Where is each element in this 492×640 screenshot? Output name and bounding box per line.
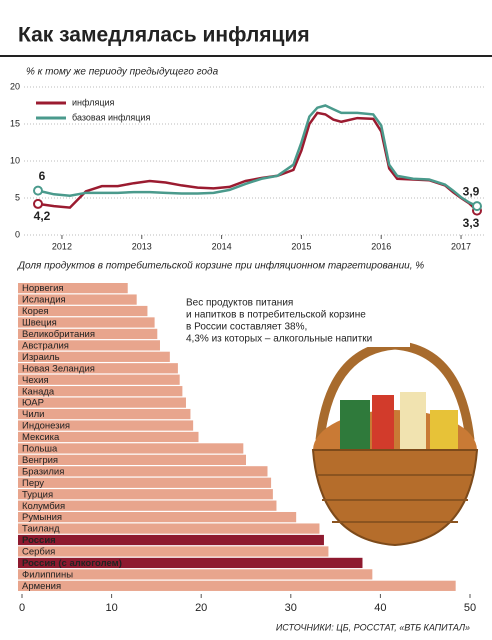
y-tick-label: 10 — [10, 155, 20, 165]
category-label: Армения — [22, 581, 61, 592]
x-tick-label: 2015 — [291, 241, 311, 251]
x-tick-label: 0 — [19, 602, 25, 614]
category-label: Израиль — [22, 352, 60, 363]
x-tick-label: 2014 — [212, 241, 232, 251]
note-box — [178, 292, 410, 347]
bar — [18, 512, 297, 523]
y-axis-label: % к тому же периоду предыдущего года — [26, 67, 219, 78]
category-label: Мексика — [22, 432, 60, 443]
bar — [18, 569, 373, 580]
category-label: Турция — [22, 489, 53, 500]
endpoint — [33, 198, 43, 209]
bar — [18, 466, 268, 477]
bar — [18, 340, 160, 351]
x-tick-label: 2016 — [371, 241, 391, 251]
basket-weave — [318, 474, 472, 523]
category-label: Швеция — [22, 318, 57, 329]
bar — [18, 328, 158, 340]
bar — [18, 500, 277, 511]
y-tick-label: 0 — [15, 229, 20, 239]
category-label: Индонезия — [22, 421, 70, 432]
basket — [311, 340, 479, 547]
endpoint — [472, 201, 482, 212]
x-tick-label: 30 — [285, 602, 297, 614]
category-label: Австралия — [22, 340, 69, 351]
value-label: 3,3 — [463, 216, 480, 230]
series-line — [37, 104, 478, 208]
bar — [18, 580, 456, 591]
bar — [18, 283, 128, 294]
category-label: Колумбия — [22, 501, 65, 512]
bar — [18, 397, 186, 408]
category-label: Исландия — [22, 295, 66, 306]
bar — [18, 351, 170, 362]
note-text: Вес продуктов питания — [186, 298, 293, 309]
category-label: Перу — [22, 478, 44, 489]
value-label: 6 — [39, 169, 46, 183]
basket-body — [311, 449, 479, 547]
bar — [18, 454, 246, 465]
note-text: 4,3% из которых – алкогольные напитки — [186, 334, 372, 345]
x-tick-label: 2017 — [451, 241, 471, 251]
bar — [18, 489, 273, 500]
category-label: Бразилия — [22, 466, 64, 477]
category-label: Канада — [22, 386, 55, 397]
legend-label: базовая инфляция — [72, 112, 150, 122]
category-label: Новая Зеландия — [22, 363, 95, 374]
category-label: Россия — [22, 535, 56, 546]
category-label: ЮАР — [22, 398, 44, 409]
bar — [18, 374, 180, 385]
x-tick-label: 10 — [105, 602, 117, 614]
x-tick-label: 2013 — [132, 241, 152, 251]
endpoint — [33, 185, 43, 196]
y-tick-label: 15 — [10, 118, 20, 128]
note-text: в России составляет 38%, — [186, 322, 307, 333]
note-text: и напитков в потребительской корзине — [186, 309, 366, 321]
category-label: Филиппины — [22, 569, 73, 580]
series-line — [37, 111, 478, 212]
category-label: Норвегия — [22, 283, 64, 294]
category-label: Чили — [22, 409, 45, 420]
category-label: Корея — [22, 306, 49, 317]
bar — [18, 386, 183, 397]
bar — [18, 420, 194, 431]
source: ИСТОЧНИКИ: ЦБ, РОССТАТ, «ВТБ КАПИТАЛ» — [276, 622, 470, 632]
category-label: Россия (с алкоголем) — [22, 558, 122, 569]
category-label: Польша — [22, 444, 58, 455]
chart-title: Доля продуктов в потребительской корзине… — [17, 260, 424, 272]
bar — [18, 363, 178, 374]
x-tick-label: 20 — [195, 602, 207, 614]
bar — [18, 523, 320, 534]
category-label: Венгрия — [22, 455, 58, 466]
basket-item — [400, 392, 426, 450]
x-tick-label: 40 — [374, 602, 386, 614]
bar — [18, 546, 329, 557]
category-label: Таиланд — [22, 524, 60, 535]
category-label: Чехия — [22, 375, 49, 386]
page-title: Как замедлялась инфляция — [18, 24, 310, 47]
legend-label: инфляция — [72, 97, 115, 107]
bar — [18, 557, 363, 569]
category-label: Великобритания — [22, 329, 95, 340]
x-tick-label: 2012 — [52, 241, 72, 251]
bar — [18, 305, 148, 317]
value-label: 4,2 — [34, 209, 51, 223]
bar — [18, 534, 324, 546]
bar — [18, 443, 244, 454]
bar — [18, 408, 191, 420]
basket-item — [430, 410, 458, 450]
bar — [18, 294, 137, 305]
category-label: Румыния — [22, 512, 62, 523]
value-label: 3,9 — [463, 184, 480, 198]
bar — [18, 317, 155, 328]
x-tick-label: 50 — [464, 602, 476, 614]
bar — [18, 477, 272, 488]
y-tick-label: 5 — [15, 192, 20, 202]
basket-item — [340, 400, 370, 450]
y-tick-label: 20 — [10, 81, 20, 91]
category-label: Сербия — [22, 547, 55, 558]
bar — [18, 431, 199, 443]
basket-item — [372, 395, 394, 450]
